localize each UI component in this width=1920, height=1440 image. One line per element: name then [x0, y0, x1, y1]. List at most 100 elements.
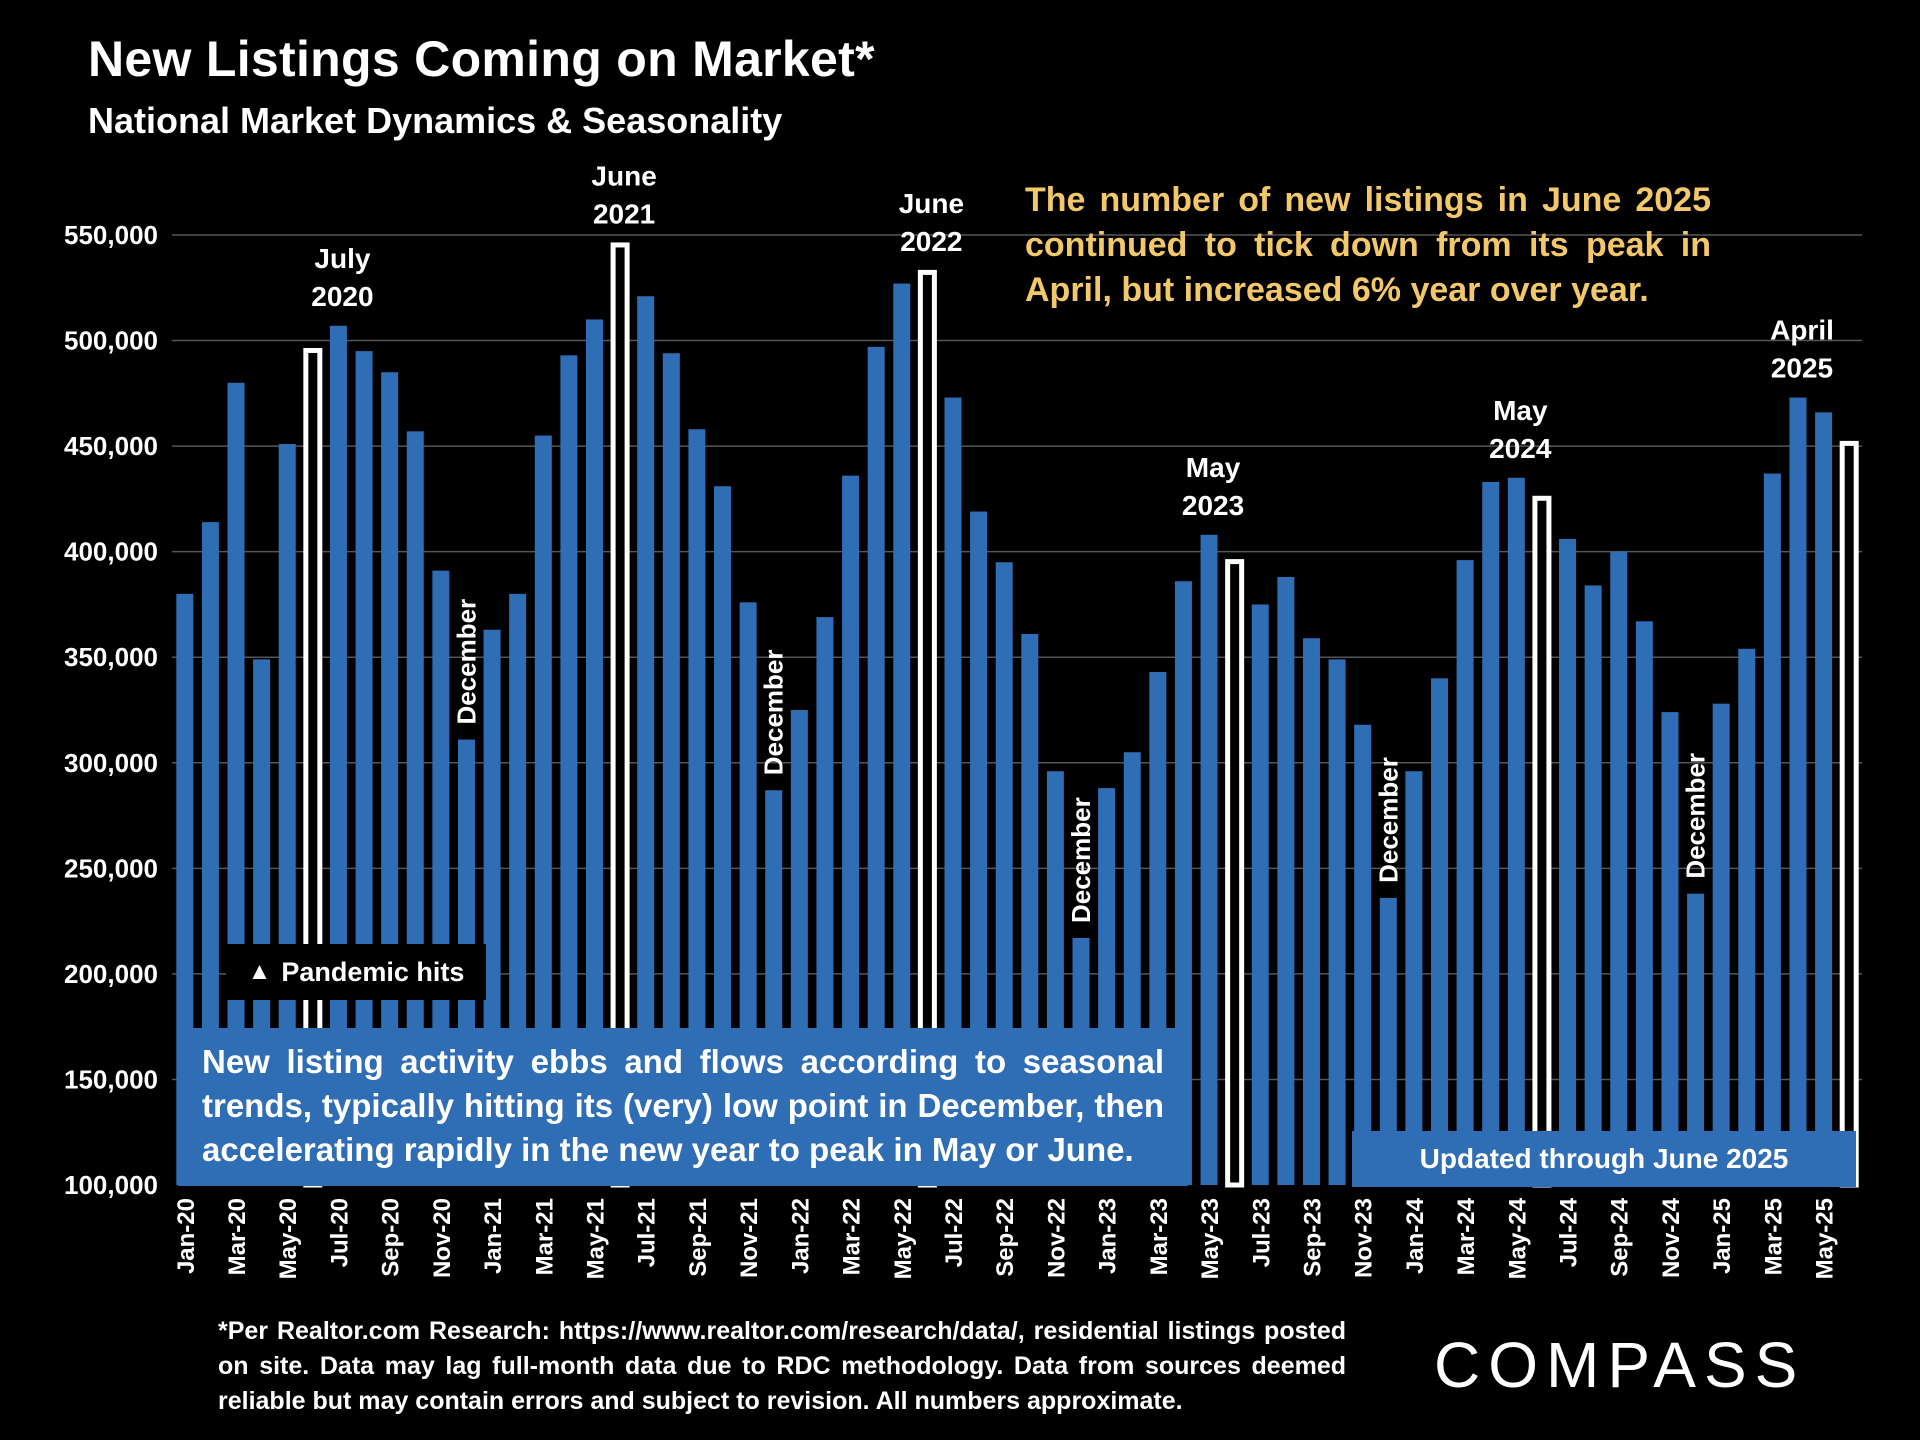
bar — [586, 319, 603, 1185]
bar — [944, 397, 962, 1185]
x-tick-label: May-24 — [1504, 1197, 1531, 1279]
x-tick-label: Jul-22 — [941, 1198, 968, 1267]
x-tick-label: Nov-21 — [736, 1198, 763, 1278]
x-tick-label: May-23 — [1197, 1198, 1224, 1279]
bar — [1251, 604, 1269, 1185]
x-tick-label: Sep-22 — [992, 1198, 1019, 1277]
peak-label: May — [1186, 452, 1241, 483]
december-label: December — [451, 599, 481, 725]
y-tick-label: 500,000 — [64, 326, 158, 356]
x-tick-label: Jul-20 — [326, 1198, 353, 1267]
pandemic-label: ▲ Pandemic hits — [226, 944, 486, 1000]
seasonal-note: New listing activity ebbs and flows acco… — [178, 1028, 1188, 1186]
y-tick-label: 150,000 — [64, 1064, 158, 1094]
bar — [1431, 678, 1448, 1185]
pandemic-text: Pandemic hits — [281, 956, 465, 987]
x-tick-label: Sep-21 — [685, 1198, 712, 1277]
x-tick-label: May-20 — [275, 1198, 302, 1279]
y-tick-label: 550,000 — [64, 220, 158, 250]
x-tick-label: Mar-20 — [224, 1198, 251, 1275]
bar — [1789, 397, 1807, 1185]
x-tick-label: May-22 — [890, 1198, 917, 1279]
bar — [1379, 897, 1397, 1185]
bar — [1635, 621, 1653, 1185]
bar — [662, 353, 680, 1185]
bar — [1815, 412, 1833, 1185]
peak-label: 2024 — [1489, 433, 1552, 464]
bar — [1738, 648, 1756, 1185]
top-note: The number of new listings in June 2025 … — [1025, 181, 1711, 309]
x-tick-label: Mar-24 — [1453, 1197, 1480, 1275]
x-tick-label: Nov-23 — [1351, 1198, 1378, 1278]
x-tick-label: Jan-23 — [1095, 1198, 1122, 1274]
x-tick-label: Jul-23 — [1248, 1198, 1275, 1267]
december-label: December — [1373, 757, 1403, 883]
bar — [1507, 477, 1525, 1185]
x-tick-label: Mar-23 — [1146, 1198, 1173, 1275]
x-tick-label: Nov-20 — [429, 1198, 456, 1278]
peak-label: 2022 — [900, 226, 962, 257]
bar — [534, 435, 552, 1185]
bar — [560, 355, 578, 1185]
peak-label: July — [314, 243, 370, 274]
y-tick-label: 450,000 — [64, 431, 158, 461]
bar — [1532, 495, 1552, 1188]
bar — [1354, 724, 1372, 1185]
x-tick-label: May-21 — [583, 1198, 610, 1279]
peak-label: 2020 — [311, 281, 373, 312]
y-tick-label: 200,000 — [64, 959, 158, 989]
bar — [1200, 534, 1218, 1185]
x-tick-label: Jan-21 — [480, 1198, 507, 1274]
bar — [714, 486, 732, 1185]
peak-label: June — [899, 188, 964, 219]
bar — [1839, 440, 1859, 1188]
chart-title: New Listings Coming on Market* — [88, 31, 875, 87]
x-tick-label: Mar-22 — [839, 1198, 866, 1275]
x-tick-label: Nov-22 — [1043, 1198, 1070, 1278]
bar — [1687, 893, 1705, 1185]
bar — [1610, 551, 1628, 1185]
triangle-up-icon: ▲ — [247, 958, 272, 985]
bar — [688, 429, 706, 1185]
x-tick-label: Jan-20 — [173, 1198, 200, 1274]
x-tick-label: Sep-20 — [378, 1198, 405, 1277]
peak-label: 2021 — [593, 198, 655, 229]
x-tick-label: Jul-21 — [634, 1198, 661, 1267]
bar — [970, 511, 988, 1185]
x-tick-label: May-25 — [1812, 1198, 1839, 1279]
footnote: *Per Realtor.com Research: https://www.r… — [218, 1317, 1346, 1415]
bar — [1584, 585, 1602, 1185]
x-tick-label: Mar-25 — [1760, 1198, 1787, 1275]
x-tick-label: Nov-24 — [1658, 1197, 1685, 1278]
peak-label: June — [591, 160, 656, 191]
y-tick-label: 100,000 — [64, 1170, 158, 1200]
y-tick-label: 400,000 — [64, 537, 158, 567]
bar — [637, 296, 655, 1185]
december-label: December — [1681, 753, 1711, 879]
x-tick-label: Jan-22 — [787, 1198, 814, 1274]
peak-label: April — [1770, 315, 1834, 346]
december-label: December — [1066, 797, 1096, 923]
chart-subtitle: National Market Dynamics & Seasonality — [88, 100, 783, 141]
bar — [1302, 638, 1320, 1185]
bar — [1482, 482, 1500, 1185]
bar — [1763, 473, 1781, 1185]
compass-logo: COMPASS — [1434, 1329, 1806, 1401]
bar — [201, 522, 219, 1185]
x-tick-label: Mar-21 — [531, 1198, 558, 1275]
bar — [1277, 577, 1295, 1185]
bar — [1661, 712, 1679, 1185]
y-tick-label: 250,000 — [64, 853, 158, 883]
updated-badge: Updated through June 2025 — [1352, 1131, 1856, 1187]
x-tick-label: Jan-24 — [1402, 1197, 1429, 1274]
peak-label: 2023 — [1182, 490, 1244, 521]
bar — [867, 346, 885, 1185]
bar — [842, 475, 860, 1186]
bar — [1559, 539, 1577, 1185]
x-tick-label: Sep-23 — [1299, 1198, 1326, 1277]
peak-label: 2025 — [1771, 353, 1833, 384]
december-label: December — [759, 649, 789, 775]
bar — [1225, 559, 1245, 1188]
bar — [1456, 560, 1474, 1185]
